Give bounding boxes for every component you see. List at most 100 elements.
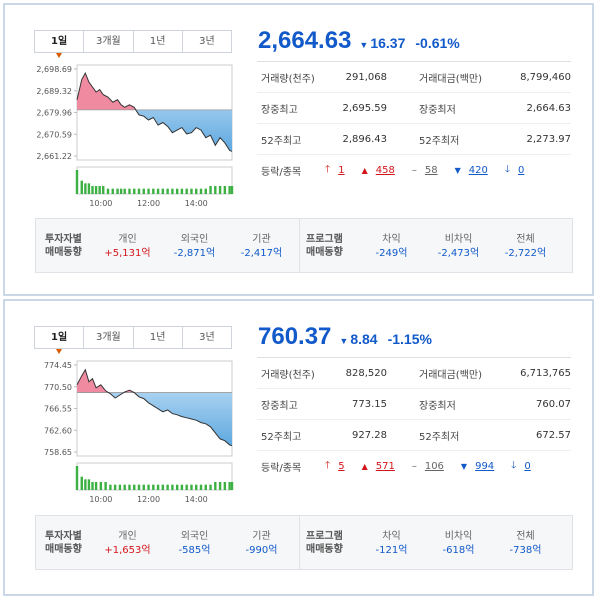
price-line (76, 71, 233, 152)
volume-bar (190, 484, 193, 490)
tab-3year[interactable]: 3년 (181, 327, 231, 348)
flat: –58 (412, 165, 438, 176)
volume-bar (142, 484, 145, 490)
lower-limit: 🡓 0 (505, 162, 525, 179)
volume-bar (190, 188, 193, 194)
amount-label: 거래대금(백만) (419, 369, 483, 381)
volume-bar (84, 183, 87, 194)
flat-link[interactable]: 106 (424, 461, 444, 472)
change-rate: -0.61% (415, 35, 460, 51)
period-tabs: 1일 3개월 1년 3년 (34, 30, 232, 58)
tab-1year[interactable]: 1년 (132, 327, 182, 348)
tab-1year[interactable]: 1년 (132, 31, 182, 52)
volume-bar (118, 484, 122, 490)
program-heading: 프로그램 매매동향 (306, 234, 343, 258)
w52-low-value: 2,273.97 (526, 133, 571, 145)
volume-bar (204, 484, 207, 490)
high-label: 장중최고 (261, 104, 298, 116)
volume-bar (152, 188, 155, 194)
tab-label: 1일 (51, 332, 68, 343)
current-price: 2,664.63 (258, 27, 352, 54)
non-arbitrage-value: -618억 (442, 545, 475, 556)
price-change: ▼ 8.84 (339, 331, 377, 347)
rise-link[interactable]: 458 (375, 165, 395, 176)
volume-bar (214, 186, 217, 194)
non-arbitrage-col: 비차익 -618억 (425, 516, 492, 569)
volume-bar (166, 484, 169, 490)
rise: ▲ 458 (362, 165, 395, 176)
amount-label: 거래대금(백만) (419, 73, 483, 85)
y-tick-label: 762.60 (44, 426, 72, 435)
volume-bar (133, 484, 136, 490)
tab-3month[interactable]: 3개월 (83, 327, 133, 348)
volume-bar (123, 484, 126, 490)
intraday-chart: 2,698.69 2,689.32 2,679.96 2,670.59 2,661.22… (36, 64, 234, 208)
investor-box: 투자자별 매매동향 개인 +5,131억 외국인 -2,871억 기관 -2,417억 … (35, 218, 573, 273)
tab-3month[interactable]: 3개월 (83, 31, 133, 52)
arbitrage-label: 차익 (382, 234, 401, 245)
updown-row: 등락/종목 🡑 1 ▲ 458 –58 ▼ 420 🡓 0 (257, 155, 571, 186)
total-col: 전체 -2,722억 (492, 219, 559, 272)
institution-value: -2,417억 (240, 248, 283, 259)
fall-link[interactable]: 420 (468, 165, 488, 176)
stats-row: 거래량(천주) 291,068 거래대금(백만) 8,799,460 (257, 62, 571, 93)
lower-limit-link[interactable]: 0 (524, 461, 531, 472)
lower-limit-link[interactable]: 0 (518, 165, 525, 176)
index-panel-1: 1일 3개월 1년 3년 2,698.69 2,689.32 2,679.96 2,6… (3, 3, 594, 296)
w52-high-value: 2,896.43 (342, 133, 387, 145)
volume-bar (98, 186, 101, 194)
upper-limit-link[interactable]: 1 (338, 165, 345, 176)
stats-table: 거래량(천주) 828,520 거래대금(백만) 6,713,765 장중최고 … (257, 357, 571, 482)
upper-limit: 🡑 1 (325, 162, 345, 179)
foreign-value: -585억 (178, 545, 211, 556)
arbitrage-value: -121억 (375, 545, 408, 556)
tab-1day[interactable]: 1일 (35, 327, 84, 354)
individual-label: 개인 (118, 531, 137, 542)
x-tick-label: 14:00 (185, 199, 208, 208)
volume-bar (156, 484, 160, 490)
individual-value: +5,131억 (104, 248, 151, 259)
foreign-value: -2,871억 (173, 248, 216, 259)
y-tick-label: 2,689.32 (36, 87, 72, 96)
x-tick-label: 10:00 (89, 199, 112, 208)
flat-link[interactable]: 58 (424, 165, 438, 176)
tab-1day[interactable]: 1일 (35, 31, 84, 58)
w52-low-value: 672.57 (536, 429, 571, 441)
period-tabs: 1일 3개월 1년 3년 (34, 326, 232, 354)
volume-bar (199, 188, 203, 194)
program-heading: 프로그램 매매동향 (306, 531, 343, 555)
volume-bar (119, 188, 123, 194)
non-arbitrage-value: -2,473억 (437, 248, 480, 259)
up-triangle-icon: ▲ (361, 166, 368, 175)
stats-row: 장중최고 2,695.59 장중최저 2,664.63 (257, 93, 571, 124)
arbitrage-col: 차익 -121억 (358, 516, 425, 569)
volume-bar (75, 170, 79, 194)
individual-col: 개인 +5,131억 (94, 219, 161, 272)
volume-bar (113, 484, 117, 490)
tab-3year[interactable]: 3년 (181, 31, 231, 52)
low-label: 장중최저 (419, 104, 456, 116)
fall-link[interactable]: 994 (475, 461, 495, 472)
rise-link[interactable]: 571 (375, 461, 395, 472)
volume-bar (91, 482, 94, 490)
volume-bar (161, 188, 165, 194)
volume-bar (171, 188, 174, 194)
investor-heading: 투자자별 매매동향 (45, 234, 82, 258)
volume-bar (84, 479, 87, 490)
y-tick-label: 758.65 (44, 448, 72, 457)
volume-bar (209, 186, 212, 194)
price-summary: 760.37 ▼ 8.84 -1.15% (258, 323, 432, 353)
volume-bar (75, 466, 79, 490)
volume-bar (87, 479, 91, 490)
foreign-col: 외국인 -2,871억 (161, 219, 228, 272)
volume-bar (175, 188, 179, 194)
volume-bar (147, 188, 150, 194)
price-line (76, 368, 233, 447)
volume-bar (195, 188, 198, 194)
volume-bar (175, 484, 179, 490)
up-arrow-icon: 🡑 (325, 460, 331, 471)
fall: ▼ 994 (461, 461, 494, 472)
total-value: -738억 (509, 545, 542, 556)
upper-limit-link[interactable]: 5 (338, 461, 345, 472)
volume-bar (180, 188, 184, 194)
